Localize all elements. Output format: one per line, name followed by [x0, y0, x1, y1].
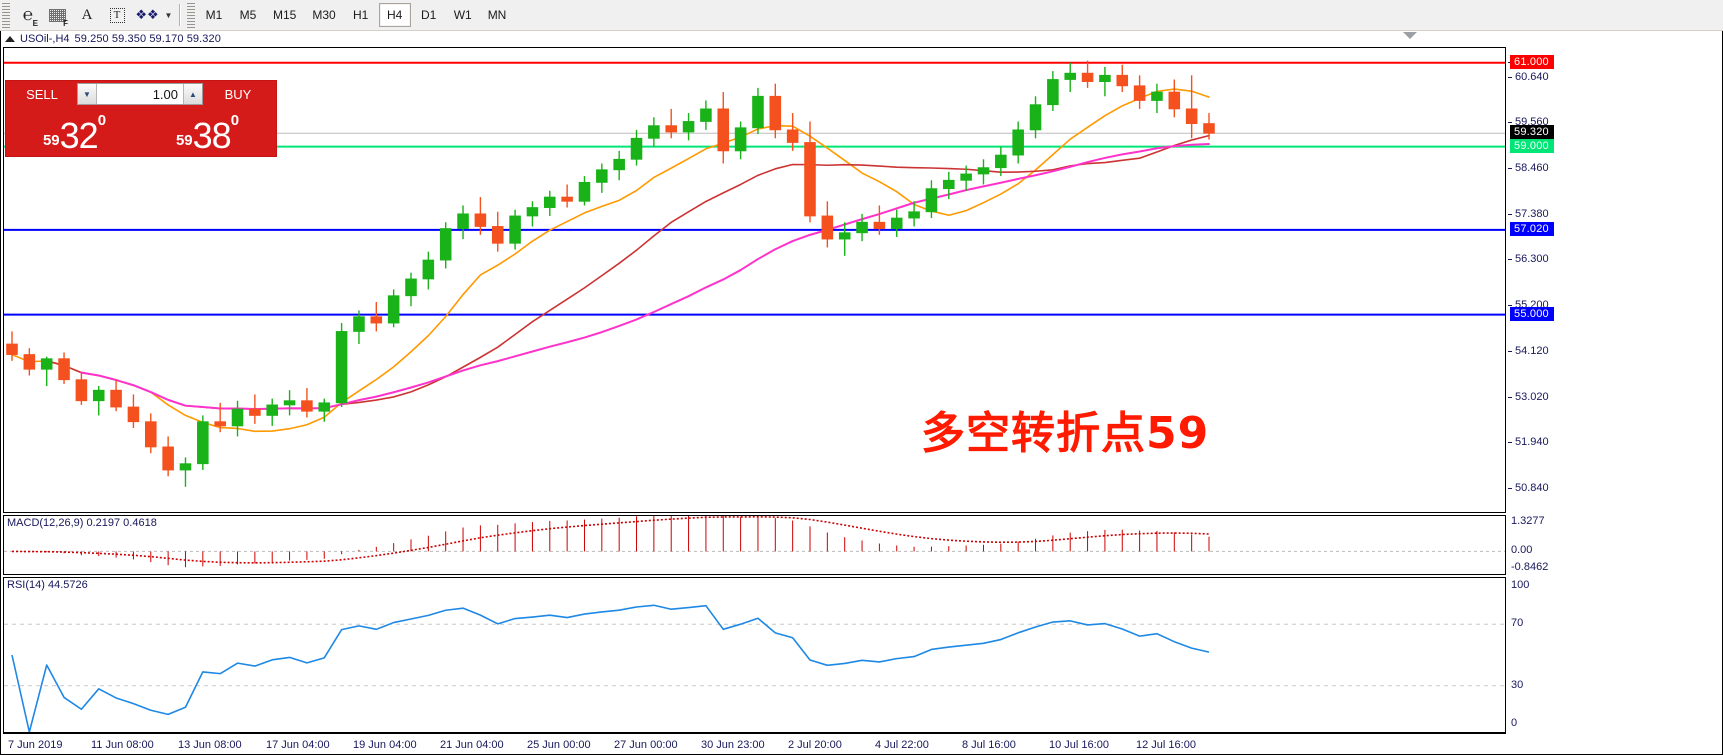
- volume-increment-icon[interactable]: ▲: [183, 84, 202, 104]
- volume-stepper[interactable]: ▼ 1.00 ▲: [77, 83, 203, 105]
- price-tick: 60.640: [1508, 71, 1549, 83]
- sell-price-fraction: 0: [97, 112, 107, 129]
- oct-controls-row: SELL ▼ 1.00 ▲ BUY: [6, 81, 276, 107]
- macd-indicator-label: MACD(12,26,9) 0.2197 0.4618: [7, 517, 161, 529]
- price-level-label-59.32[interactable]: 59.320: [1510, 125, 1554, 140]
- collapse-triangle-icon[interactable]: [5, 35, 15, 42]
- timeframe-mn[interactable]: MN: [487, 8, 507, 22]
- time-tick: 30 Jun 23:00: [701, 739, 765, 751]
- chart-window: USOil-,H4 59.250 59.350 59.170 59.320 MA…: [0, 31, 1723, 755]
- main-toolbar: ℮ E F A T ❖❖ ▼ M1 M5 M15 M30 H1 H4 D1 W1 …: [0, 0, 1723, 31]
- volume-decrement-icon[interactable]: ▼: [78, 84, 97, 104]
- time-tick: 13 Jun 08:00: [178, 739, 242, 751]
- timeframe-w1[interactable]: W1: [453, 8, 472, 22]
- sell-price-display[interactable]: 59 32 0: [9, 107, 140, 153]
- time-tick: 12 Jul 16:00: [1136, 739, 1196, 751]
- timeframe-m5[interactable]: M5: [239, 8, 257, 22]
- rsi-tick: 30: [1511, 678, 1524, 691]
- oct-price-row: 59 32 0 59 38 0: [6, 107, 276, 156]
- timeframe-m30[interactable]: M30: [312, 8, 336, 22]
- time-tick: 25 Jun 00:00: [527, 739, 591, 751]
- price-tick: 54.120: [1508, 345, 1549, 357]
- macd-pane[interactable]: [3, 515, 1506, 575]
- rsi-pane[interactable]: [3, 577, 1506, 733]
- time-tick: 11 Jun 08:00: [91, 739, 154, 751]
- text-label-icon[interactable]: A: [81, 6, 93, 23]
- price-axis[interactable]: 61.00060.64059.56058.46057.38056.30055.2…: [1508, 47, 1722, 513]
- shapes-dropdown-caret-icon[interactable]: ▼: [164, 10, 173, 20]
- time-tick: 2 Jul 20:00: [788, 739, 842, 751]
- price-plot: [4, 60, 1505, 487]
- timeframe-h4[interactable]: H4: [378, 3, 411, 27]
- rsi-axis: 100 70 30 0: [1508, 577, 1722, 733]
- rsi-indicator-label: RSI(14) 44.5726: [7, 579, 92, 591]
- macd-plot: [4, 516, 1505, 568]
- price-tick: 51.940: [1508, 436, 1549, 448]
- symbol-label: USOil-,H4: [20, 32, 70, 45]
- time-tick: 19 Jun 04:00: [353, 739, 417, 751]
- buy-price-lead: 59: [175, 132, 193, 149]
- sell-button[interactable]: SELL: [9, 83, 75, 105]
- macd-axis: 1.3277 0.00 -0.8462: [1508, 515, 1722, 575]
- price-level-label-59[interactable]: 59.000: [1510, 138, 1554, 153]
- symbol-bar: USOil-,H4 59.250 59.350 59.170 59.320: [1, 31, 1722, 46]
- price-tick: 50.840: [1508, 482, 1549, 494]
- buy-price-main: 38: [192, 114, 232, 156]
- time-tick: 27 Jun 00:00: [614, 739, 678, 751]
- time-tick: 7 Jun 2019: [8, 739, 63, 751]
- timeframe-m15[interactable]: M15: [273, 8, 297, 22]
- sell-price-main: 32: [59, 114, 99, 156]
- timeframe-h1[interactable]: H1: [353, 8, 369, 22]
- text-box-icon[interactable]: T: [102, 1, 132, 30]
- buy-price-display[interactable]: 59 38 0: [142, 107, 273, 153]
- price-tick: 53.020: [1508, 391, 1549, 403]
- rsi-tick: 0: [1511, 717, 1518, 729]
- window-minimize-caret-icon[interactable]: [1403, 32, 1417, 39]
- shapes-icon[interactable]: ❖❖: [135, 7, 159, 22]
- price-level-label-57.02[interactable]: 57.020: [1510, 221, 1554, 236]
- timeframe-toolbar-grip[interactable]: [187, 2, 195, 28]
- fractals-indicator-icon[interactable]: ℮ E: [22, 5, 38, 28]
- price-level-label-61[interactable]: 61.000: [1510, 54, 1554, 69]
- grid-crosshair-icon[interactable]: F: [42, 1, 72, 30]
- toolbar-separator: [179, 4, 181, 26]
- one-click-trading-panel: SELL ▼ 1.00 ▲ BUY 59 32 0 59 38 0: [5, 80, 277, 157]
- rsi-tick: 100: [1511, 579, 1530, 591]
- toolbar-grip[interactable]: [2, 2, 10, 28]
- price-level-label-55[interactable]: 55.000: [1510, 306, 1554, 321]
- time-axis[interactable]: 7 Jun 2019 11 Jun 08:00 13 Jun 08:00 17 Jun…: [3, 733, 1506, 754]
- rsi-tick: 70: [1511, 617, 1524, 630]
- time-tick: 10 Jul 16:00: [1049, 739, 1109, 751]
- buy-button[interactable]: BUY: [205, 83, 271, 105]
- time-tick: 8 Jul 16:00: [962, 739, 1016, 751]
- timeframe-d1[interactable]: D1: [421, 8, 437, 22]
- price-tick: 59.560: [1508, 116, 1549, 128]
- ohlc-values: 59.250 59.350 59.170 59.320: [74, 32, 221, 45]
- time-tick: 21 Jun 04:00: [440, 739, 504, 751]
- buy-price-fraction: 0: [230, 112, 240, 129]
- volume-value[interactable]: 1.00: [152, 86, 178, 102]
- timeframe-m1[interactable]: M1: [205, 8, 223, 22]
- chart-annotation-text: 多空转折点59: [921, 408, 1210, 459]
- price-tick: 56.300: [1508, 253, 1549, 265]
- time-tick: 17 Jun 04:00: [266, 739, 330, 751]
- macd-tick: -0.8462: [1511, 561, 1549, 573]
- rsi-plot: [4, 604, 1505, 732]
- macd-tick: 1.3277: [1511, 515, 1545, 527]
- price-tick: 58.460: [1508, 162, 1549, 174]
- sell-price-lead: 59: [42, 132, 60, 149]
- price-tick: 57.380: [1508, 208, 1549, 220]
- time-tick: 4 Jul 22:00: [875, 739, 929, 751]
- macd-tick: 0.00: [1511, 544, 1533, 557]
